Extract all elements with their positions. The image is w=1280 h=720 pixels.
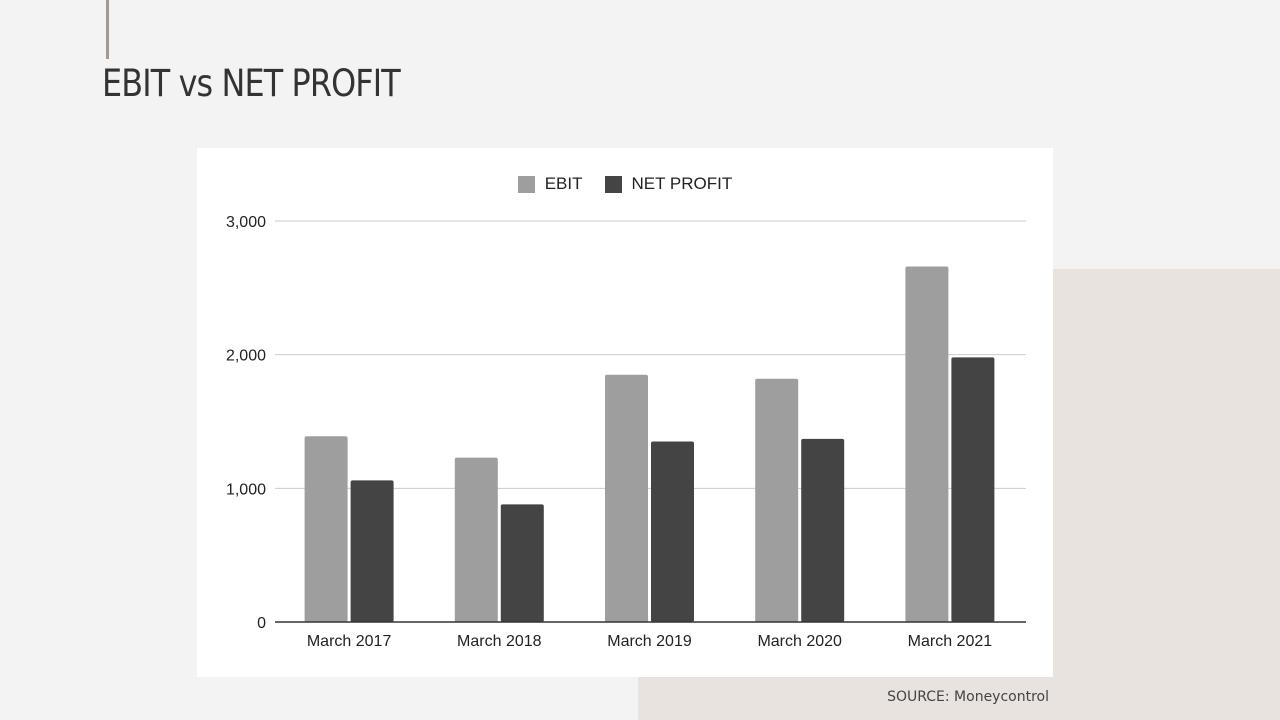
y-tick-label: 1,000: [226, 481, 266, 498]
legend-item: NET PROFIT: [604, 174, 733, 194]
bar-ebit: [905, 266, 949, 622]
legend-item: EBIT: [517, 174, 583, 194]
x-tick-label: March 2018: [457, 633, 542, 650]
y-tick-label: 2,000: [226, 348, 266, 365]
x-tick-label: March 2020: [757, 633, 842, 650]
legend-swatch: [517, 175, 535, 193]
chart-legend: EBIT NET PROFIT: [0, 174, 1250, 194]
bar-ebit: [304, 436, 348, 622]
bar-net-profit: [951, 357, 995, 622]
bar-net-profit: [801, 438, 845, 622]
legend-swatch: [604, 175, 622, 193]
page-title: EBIT vs NET PROFIT: [102, 62, 401, 105]
bar-net-profit: [350, 480, 394, 622]
x-tick-label: March 2021: [908, 633, 993, 650]
bar-net-profit: [651, 441, 694, 622]
y-tick-label: 0: [257, 615, 266, 632]
bar-ebit: [755, 378, 799, 622]
y-tick-label: 3,000: [226, 214, 266, 231]
bar-net-profit: [500, 504, 544, 622]
bar-ebit: [605, 374, 648, 622]
source-note: SOURCE: Moneycontrol: [887, 689, 1049, 705]
legend-label: NET PROFIT: [631, 174, 733, 193]
bar-ebit: [454, 457, 498, 622]
legend-label: EBIT: [544, 174, 583, 193]
x-tick-label: March 2017: [307, 633, 392, 650]
accent-line: [106, 0, 109, 59]
x-tick-label: March 2019: [607, 633, 692, 650]
